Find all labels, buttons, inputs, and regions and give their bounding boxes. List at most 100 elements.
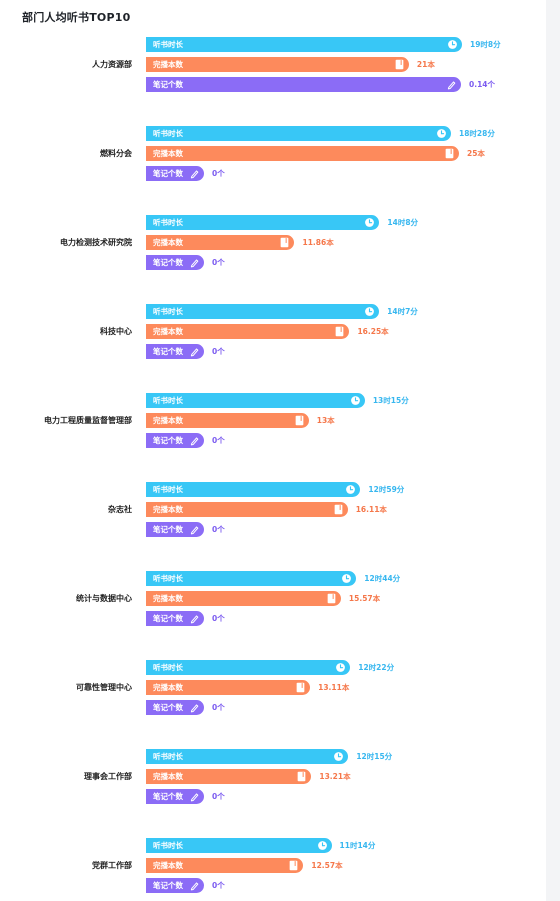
department-label: 理事会工作部 xyxy=(84,772,132,781)
series-label: 听书时长 xyxy=(153,307,183,316)
notes-bar: 笔记个数 xyxy=(146,878,204,893)
notes-bar: 笔记个数 xyxy=(146,255,204,270)
clock-icon xyxy=(346,485,356,494)
notes-bar: 笔记个数 xyxy=(146,611,204,626)
clock-icon xyxy=(334,752,344,761)
chart-title: 部门人均听书TOP10 xyxy=(22,11,131,24)
book-icon xyxy=(295,415,304,426)
pencil-icon xyxy=(190,704,199,713)
department-label: 党群工作部 xyxy=(92,861,132,870)
series-label: 笔记个数 xyxy=(153,881,183,890)
notes-bar: 笔记个数 xyxy=(146,166,204,181)
books-bar: 完播本数 xyxy=(146,769,312,784)
notes-bar: 笔记个数 xyxy=(146,789,204,804)
time-value-label: 14时7分 xyxy=(387,307,418,316)
series-label: 笔记个数 xyxy=(153,792,183,801)
book-icon xyxy=(298,771,306,782)
series-label: 完播本数 xyxy=(153,149,183,158)
time-value-label: 12时15分 xyxy=(356,752,393,761)
series-label: 笔记个数 xyxy=(153,258,183,267)
time-value-label: 14时8分 xyxy=(387,218,419,227)
clock-icon xyxy=(448,40,457,49)
time-value-label: 13时15分 xyxy=(372,396,409,405)
time-bar: 听书时长 xyxy=(146,571,357,586)
book-icon xyxy=(327,593,336,604)
time-bar: 听书时长 xyxy=(146,660,351,675)
pencil-icon xyxy=(447,81,456,90)
books-bar: 完播本数 xyxy=(146,235,295,250)
series-label: 笔记个数 xyxy=(153,436,183,445)
series-label: 完播本数 xyxy=(153,60,183,69)
book-icon xyxy=(290,860,298,871)
books-value-label: 16.11本 xyxy=(355,505,387,514)
books-bar: 完播本数 xyxy=(146,57,409,72)
department-label: 电力工程质量监督管理部 xyxy=(44,416,132,425)
department-label: 统计与数据中心 xyxy=(76,594,132,603)
time-bar: 听书时长 xyxy=(146,393,365,408)
books-bar: 完播本数 xyxy=(146,502,348,517)
notes-bar: 笔记个数 xyxy=(146,522,204,537)
book-icon xyxy=(334,504,343,515)
series-label: 完播本数 xyxy=(153,327,183,336)
pencil-icon xyxy=(190,348,199,357)
book-icon xyxy=(336,326,344,337)
books-bar: 完播本数 xyxy=(146,858,304,873)
time-bar: 听书时长 xyxy=(146,482,361,497)
book-icon xyxy=(296,682,305,693)
notes-value-label: 0个 xyxy=(212,792,225,801)
books-value-label: 16.25本 xyxy=(357,327,389,336)
notes-value-label: 0个 xyxy=(212,436,225,445)
department-label: 可靠性管理中心 xyxy=(76,683,132,692)
series-label: 听书时长 xyxy=(153,663,183,672)
books-bar: 完播本数 xyxy=(146,680,311,695)
time-bar: 听书时长 xyxy=(146,749,349,764)
series-label: 笔记个数 xyxy=(153,347,183,356)
notes-value-label: 0个 xyxy=(212,347,225,356)
series-label: 完播本数 xyxy=(153,772,183,781)
clock-icon xyxy=(336,663,346,672)
books-bar: 完播本数 xyxy=(146,324,350,339)
notes-value-label: 0个 xyxy=(212,703,225,712)
books-value-label: 21本 xyxy=(416,60,435,69)
books-bar: 完播本数 xyxy=(146,591,341,606)
series-label: 听书时长 xyxy=(153,574,183,583)
time-bar: 听书时长 xyxy=(146,37,462,52)
time-bar: 听书时长 xyxy=(146,304,380,319)
notes-value-label: 0.14个 xyxy=(469,80,496,89)
notes-bar: 笔记个数 xyxy=(146,700,204,715)
pencil-icon xyxy=(190,170,199,179)
clock-icon xyxy=(350,396,360,405)
time-value-label: 12时59分 xyxy=(368,485,405,494)
clock-icon xyxy=(365,218,375,227)
clock-icon xyxy=(365,307,375,316)
book-icon xyxy=(281,237,289,248)
time-bar: 听书时长 xyxy=(146,838,332,853)
books-value-label: 13本 xyxy=(316,416,335,425)
series-label: 听书时长 xyxy=(153,40,183,49)
series-label: 完播本数 xyxy=(153,238,183,247)
time-value-label: 12时44分 xyxy=(364,574,401,583)
notes-value-label: 0个 xyxy=(212,881,225,890)
books-bar: 完播本数 xyxy=(146,413,309,428)
book-icon xyxy=(395,59,404,70)
clock-icon xyxy=(437,129,446,138)
notes-value-label: 0个 xyxy=(212,258,225,267)
books-value-label: 25本 xyxy=(467,149,485,158)
pencil-icon xyxy=(190,259,199,268)
notes-bar: 笔记个数 xyxy=(146,433,204,448)
series-label: 听书时长 xyxy=(153,752,183,761)
series-label: 完播本数 xyxy=(153,505,183,514)
books-value-label: 13.21本 xyxy=(319,772,351,781)
book-icon xyxy=(445,148,454,159)
department-label: 科技中心 xyxy=(100,327,132,336)
series-label: 笔记个数 xyxy=(153,169,183,178)
pencil-icon xyxy=(190,526,199,535)
pencil-icon xyxy=(190,882,199,891)
series-label: 完播本数 xyxy=(153,861,183,870)
notes-value-label: 0个 xyxy=(212,525,225,534)
time-bar: 听书时长 xyxy=(146,215,380,230)
series-label: 听书时长 xyxy=(153,129,183,138)
series-label: 完播本数 xyxy=(153,594,183,603)
series-label: 笔记个数 xyxy=(153,703,183,712)
time-bar: 听书时长 xyxy=(146,126,451,141)
